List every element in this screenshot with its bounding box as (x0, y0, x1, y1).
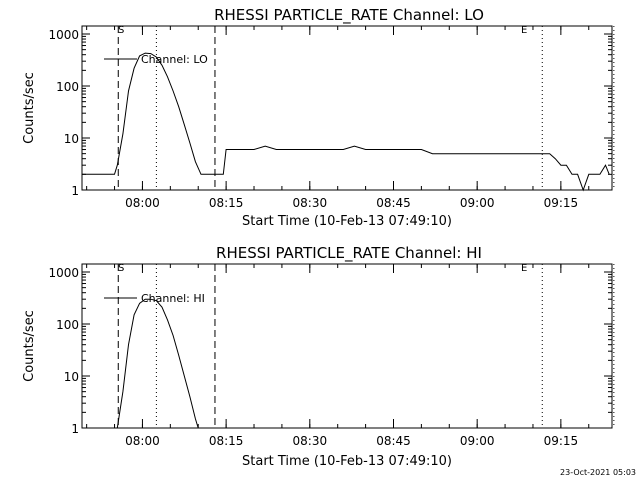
x-tick-label: 09:00 (460, 196, 495, 210)
chart-panel-hi: RHESSI PARTICLE_RATE Channel: HI Counts/… (22, 244, 615, 469)
chart-title: RHESSI PARTICLE_RATE Channel: LO (214, 6, 484, 25)
end-marker-label: E (521, 25, 527, 36)
y-tick-label: 10 (64, 370, 79, 384)
footer-timestamp: 23-Oct-2021 05:03 (560, 468, 636, 477)
x-tick-label: 08:00 (125, 196, 160, 210)
legend-label: Channel: HI (141, 292, 205, 305)
x-tick-label: 08:00 (125, 434, 160, 448)
x-tick-label: 08:30 (293, 434, 328, 448)
end-marker-label: E (521, 263, 527, 274)
y-tick-label: 10 (64, 132, 79, 146)
y-tick-label: 1000 (48, 266, 79, 280)
chart-title: RHESSI PARTICLE_RATE Channel: HI (216, 244, 482, 263)
chart-panel-lo: RHESSI PARTICLE_RATE Channel: LO Counts/… (22, 6, 615, 229)
x-tick-label: 08:45 (376, 434, 411, 448)
legend: Channel: LO (104, 53, 208, 66)
plot-frame (81, 25, 613, 191)
y-axis-label: Counts/sec (22, 72, 37, 144)
x-tick-label: 08:30 (293, 196, 328, 210)
series-line-channel-lo (82, 52, 610, 192)
y-tick-label: 1 (71, 422, 79, 436)
x-tick-label: 08:15 (209, 196, 244, 210)
x-axis-label: Start Time (10-Feb-13 07:49:10) (242, 214, 452, 229)
y-tick-label: 1000 (48, 28, 79, 42)
start-marker-label: S (118, 263, 124, 274)
y-tick-label: 100 (56, 80, 79, 94)
x-tick-label: 08:45 (376, 196, 411, 210)
legend: Channel: HI (104, 292, 205, 305)
x-tick-label: 09:15 (544, 196, 579, 210)
start-marker-label: S (118, 25, 124, 36)
series-line-channel-hi (116, 298, 199, 429)
x-axis-label: Start Time (10-Feb-13 07:49:10) (242, 454, 452, 469)
x-tick-label: 09:00 (460, 434, 495, 448)
legend-label: Channel: LO (141, 53, 208, 66)
y-axis-label: Counts/sec (22, 310, 37, 382)
x-tick-label: 09:15 (544, 434, 579, 448)
y-tick-label: 1 (71, 184, 79, 198)
x-tick-label: 08:15 (209, 434, 244, 448)
plot-frame (81, 263, 613, 429)
y-tick-label: 100 (56, 318, 79, 332)
